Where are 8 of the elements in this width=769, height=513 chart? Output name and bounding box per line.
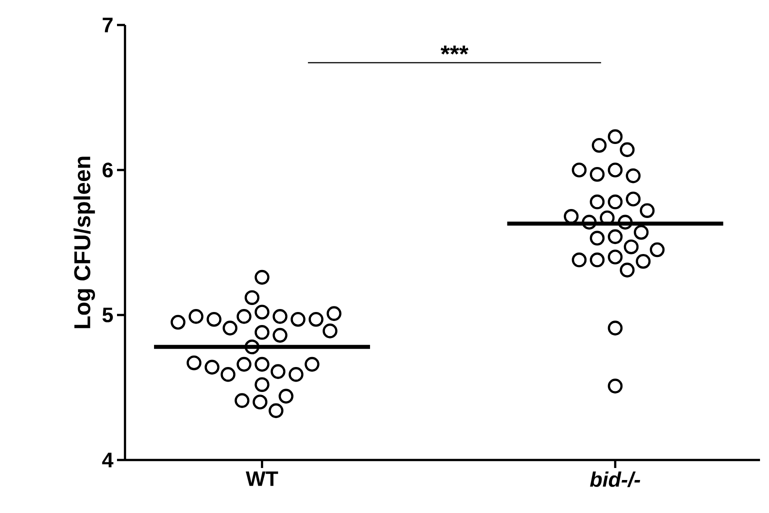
x-tick-label: WT	[246, 472, 278, 486]
y-tick-label: 6	[102, 162, 113, 178]
x-tick-label: bid-/-	[590, 472, 640, 488]
y-tick-label: 5	[102, 308, 113, 322]
annotation: ***	[440, 46, 468, 55]
y-axis-title: Log CFU/spleen	[74, 156, 96, 328]
y-tick-label: 4	[102, 452, 114, 468]
y-tick-label: 7	[102, 18, 113, 32]
